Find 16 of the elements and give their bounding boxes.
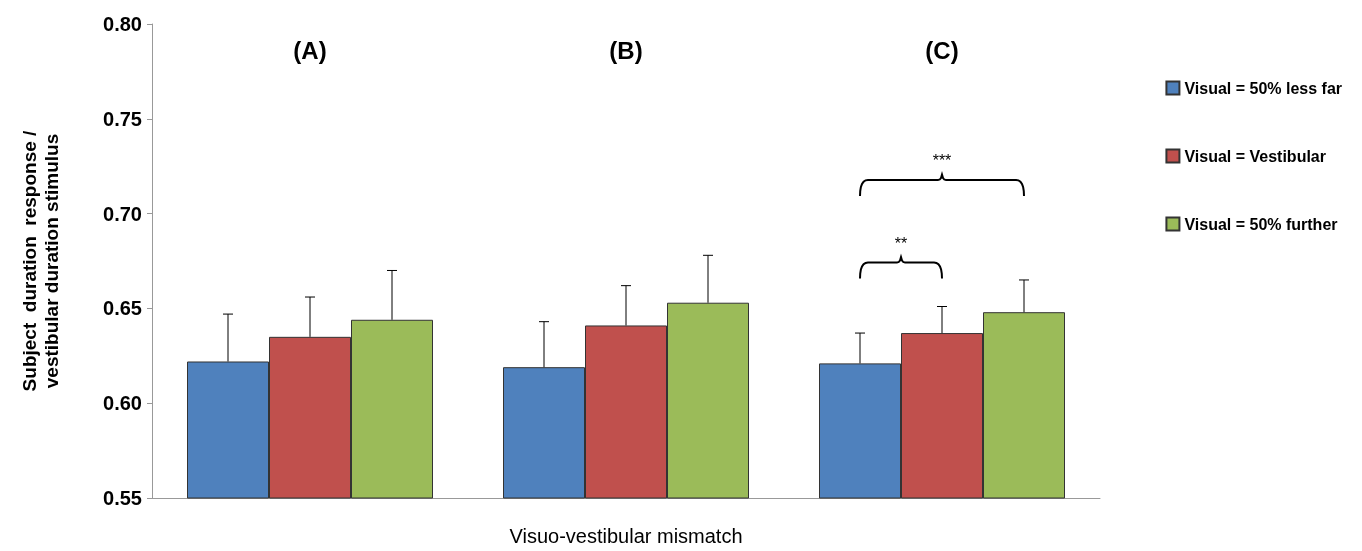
y-axis-title: Subject duration response / vestibular duration stimulus xyxy=(18,129,62,392)
y-tick-label: 0.65 xyxy=(103,297,142,320)
y-tick-label: 0.55 xyxy=(103,487,142,509)
legend-label: Visual = 50% less far xyxy=(1184,79,1343,97)
y-tick-label: 0.70 xyxy=(103,202,142,225)
x-tick-label: (A) xyxy=(293,36,327,64)
y-tick-label: 0.60 xyxy=(103,392,142,415)
y-tick-label: 0.75 xyxy=(103,107,142,130)
annotation: ** xyxy=(894,234,908,252)
y-tick-label: 0.80 xyxy=(103,13,142,35)
x-tick-label: (B) xyxy=(609,36,643,64)
x-axis-title: Visuo-vestibular mismatch xyxy=(509,525,743,547)
annotation: *** xyxy=(932,151,952,169)
legend-label: Visual = 50% further xyxy=(1184,215,1338,233)
legend-label: Visual = Vestibular xyxy=(1184,147,1326,165)
x-tick-label: (C) xyxy=(925,36,959,64)
